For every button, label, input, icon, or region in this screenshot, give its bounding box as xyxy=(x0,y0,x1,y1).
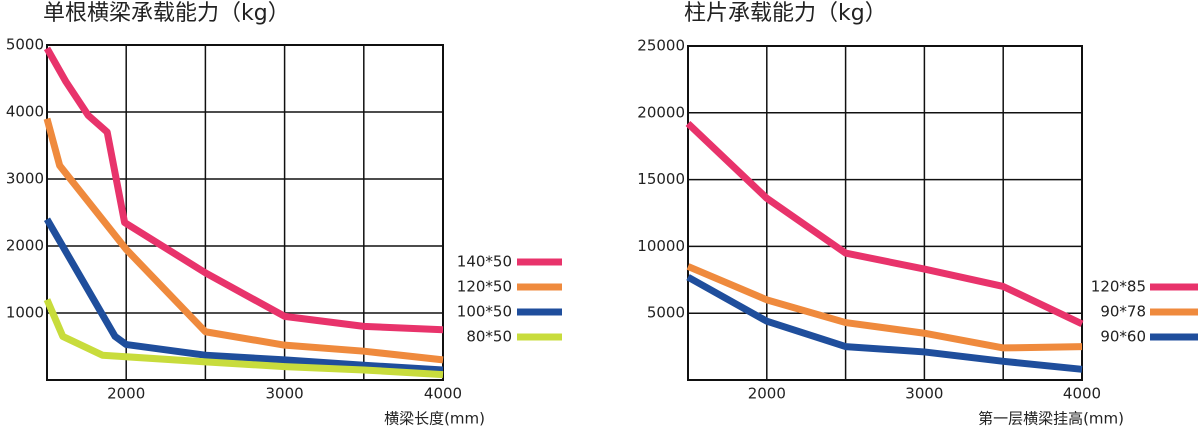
y-tick-label: 25000 xyxy=(637,37,685,55)
series-line xyxy=(43,117,444,364)
y-tick-label: 10000 xyxy=(637,237,685,255)
y-tick-label: 2000 xyxy=(6,237,44,255)
x-tick-label: 3000 xyxy=(905,385,943,403)
series-line xyxy=(686,263,1083,352)
series-line xyxy=(43,298,444,379)
x-tick-label: 2000 xyxy=(748,385,786,403)
series-line xyxy=(686,274,1083,373)
x-tick-label: 2000 xyxy=(107,385,145,403)
y-tick-label: 5000 xyxy=(647,304,685,322)
x-tick-label: 4000 xyxy=(1063,385,1101,403)
legend-label: 100*50 xyxy=(457,303,512,321)
legend-label: 90*60 xyxy=(1100,328,1146,346)
x-tick-label: 4000 xyxy=(424,385,462,403)
series-line xyxy=(685,120,1084,328)
y-tick-label: 20000 xyxy=(637,103,685,121)
y-tick-label: 3000 xyxy=(6,170,44,188)
y-tick-label: 1000 xyxy=(6,304,44,322)
legend-label: 90*78 xyxy=(1100,303,1146,321)
x-axis-label: 第一层横梁挂高(mm) xyxy=(978,410,1124,428)
series-line xyxy=(43,46,444,334)
legend-label: 120*50 xyxy=(457,278,512,296)
y-tick-label: 4000 xyxy=(6,103,44,121)
legend-label: 80*50 xyxy=(466,328,512,346)
y-tick-label: 15000 xyxy=(637,170,685,188)
x-axis-label: 横梁长度(mm) xyxy=(384,410,485,428)
y-tick-label: 5000 xyxy=(6,36,44,54)
chart-title: 单根横梁承载能力（kg） xyxy=(43,1,290,26)
series-line xyxy=(43,217,444,374)
chart-title: 柱片承载能力（kg） xyxy=(684,1,887,26)
x-tick-label: 3000 xyxy=(266,385,304,403)
legend-label: 120*85 xyxy=(1091,278,1146,296)
legend-label: 140*50 xyxy=(457,253,512,271)
